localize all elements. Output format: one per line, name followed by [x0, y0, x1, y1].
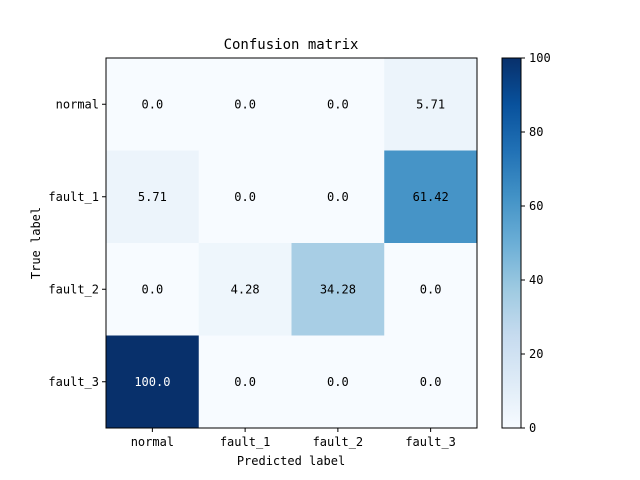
heatmap-cell [198, 150, 292, 244]
cell-value-label: 0.0 [142, 97, 164, 111]
heatmap-cell [291, 58, 385, 151]
cell-value-label: 0.0 [327, 190, 349, 204]
colorbar-ticks: 0 20 40 60 80 100 [521, 51, 551, 435]
plot-frame [105, 57, 478, 429]
colorbar-tick-label: 40 [529, 273, 543, 287]
cell-value-label: 5.71 [416, 97, 445, 111]
cell-value-label: 0.0 [234, 190, 256, 204]
y-tick-label: fault_3 [48, 375, 99, 389]
y-tick-label: fault_1 [48, 190, 99, 204]
heatmap-cell [198, 243, 292, 336]
x-tick-label: fault_2 [313, 435, 364, 449]
heatmap-cell [384, 243, 478, 336]
cell-value-label: 4.28 [231, 282, 260, 296]
colorbar-tick-label: 0 [529, 421, 536, 435]
cell-value-label: 5.71 [138, 190, 167, 204]
heatmap-cell [384, 58, 478, 151]
x-tick-label: normal [131, 435, 174, 449]
colorbar-tick-label: 80 [529, 125, 543, 139]
cell-value-label: 0.0 [420, 375, 442, 389]
cell-value-label: 34.28 [320, 282, 356, 296]
x-axis-ticks: normal fault_1 fault_2 fault_3 [131, 428, 456, 449]
x-tick-label: fault_1 [220, 435, 271, 449]
heatmap-cell [291, 243, 385, 336]
heatmap-cell [106, 58, 200, 151]
x-axis-label: Predicted label [237, 454, 345, 468]
cell-value-label: 0.0 [142, 282, 164, 296]
cell-value-label: 0.0 [234, 97, 256, 111]
heatmap-cell [198, 335, 292, 429]
colorbar [501, 57, 522, 429]
chart-title: Confusion matrix [224, 37, 359, 53]
colorbar-tick-label: 100 [529, 51, 551, 65]
cell-value-label: 0.0 [327, 375, 349, 389]
colorbar-tick-label: 20 [529, 347, 543, 361]
x-tick-label: fault_3 [405, 435, 456, 449]
heatmap-cell [384, 335, 478, 429]
cell-value-label: 0.0 [234, 375, 256, 389]
y-tick-label: fault_2 [48, 282, 99, 296]
heatmap-cell [106, 335, 200, 429]
y-tick-label: normal [56, 97, 99, 111]
cell-value-label: 61.42 [413, 190, 449, 204]
heatmap-cell [384, 150, 478, 244]
cell-value-labels: 0.0 0.0 0.0 5.71 5.71 0.0 0.0 61.42 0.0 4.28 34.28… [134, 97, 448, 389]
y-axis-label: True label [29, 207, 43, 279]
heatmap-cell [106, 150, 200, 244]
cell-value-label: 100.0 [134, 375, 170, 389]
heatmap-cell [291, 335, 385, 429]
heatmap-cell [291, 150, 385, 244]
colorbar-tick-label: 60 [529, 199, 543, 213]
y-axis-ticks: normal fault_1 fault_2 fault_3 [48, 97, 106, 389]
cell-value-label: 0.0 [420, 282, 442, 296]
heatmap-cell [106, 243, 200, 336]
heatmap-cell [198, 58, 292, 151]
cell-value-label: 0.0 [327, 97, 349, 111]
heatmap-cells [106, 58, 478, 429]
